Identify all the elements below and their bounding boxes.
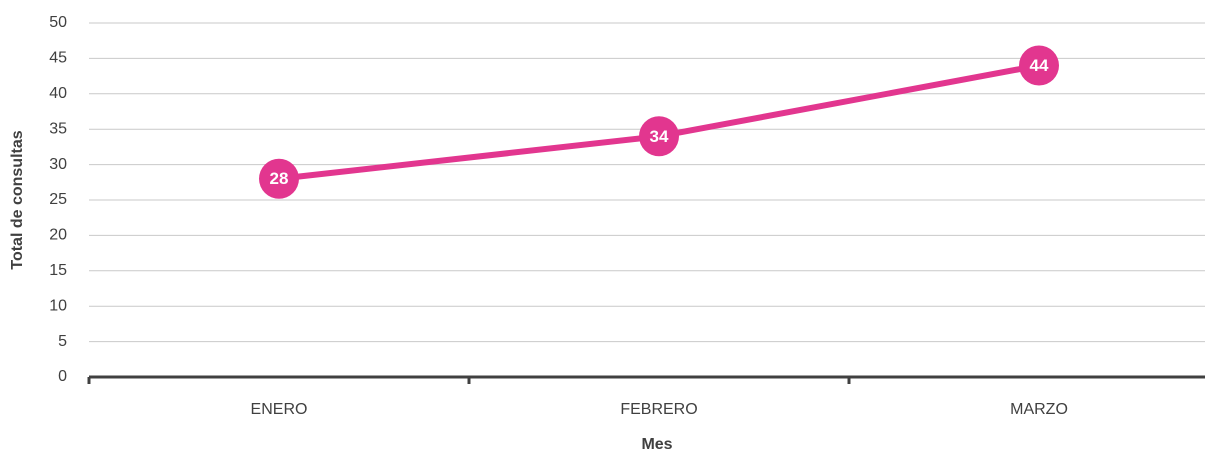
marker	[639, 116, 679, 157]
data-label: 44	[1030, 56, 1049, 75]
marker	[259, 158, 299, 199]
x-tick-label: ENERO	[251, 401, 308, 418]
y-tick-label: 20	[49, 227, 67, 244]
y-axis-title: Total de consultas	[9, 130, 26, 269]
y-tick-label: 0	[58, 368, 67, 385]
y-tick-label: 50	[49, 14, 67, 31]
data-label: 34	[650, 127, 669, 146]
y-tick-label: 40	[49, 85, 67, 102]
marker	[1019, 45, 1059, 86]
y-tick-label: 15	[49, 262, 67, 279]
y-tick-label: 30	[49, 156, 67, 173]
data-label: 28	[270, 169, 289, 188]
y-tick-label: 5	[58, 333, 67, 350]
y-tick-label: 45	[49, 50, 67, 67]
y-tick-label: 25	[49, 191, 67, 208]
y-tick-label: 35	[49, 120, 67, 137]
y-tick-label: 10	[49, 297, 67, 314]
x-tick-label: FEBRERO	[620, 401, 697, 418]
x-axis-title: Mes	[641, 436, 672, 451]
x-tick-label: MARZO	[1010, 401, 1068, 418]
